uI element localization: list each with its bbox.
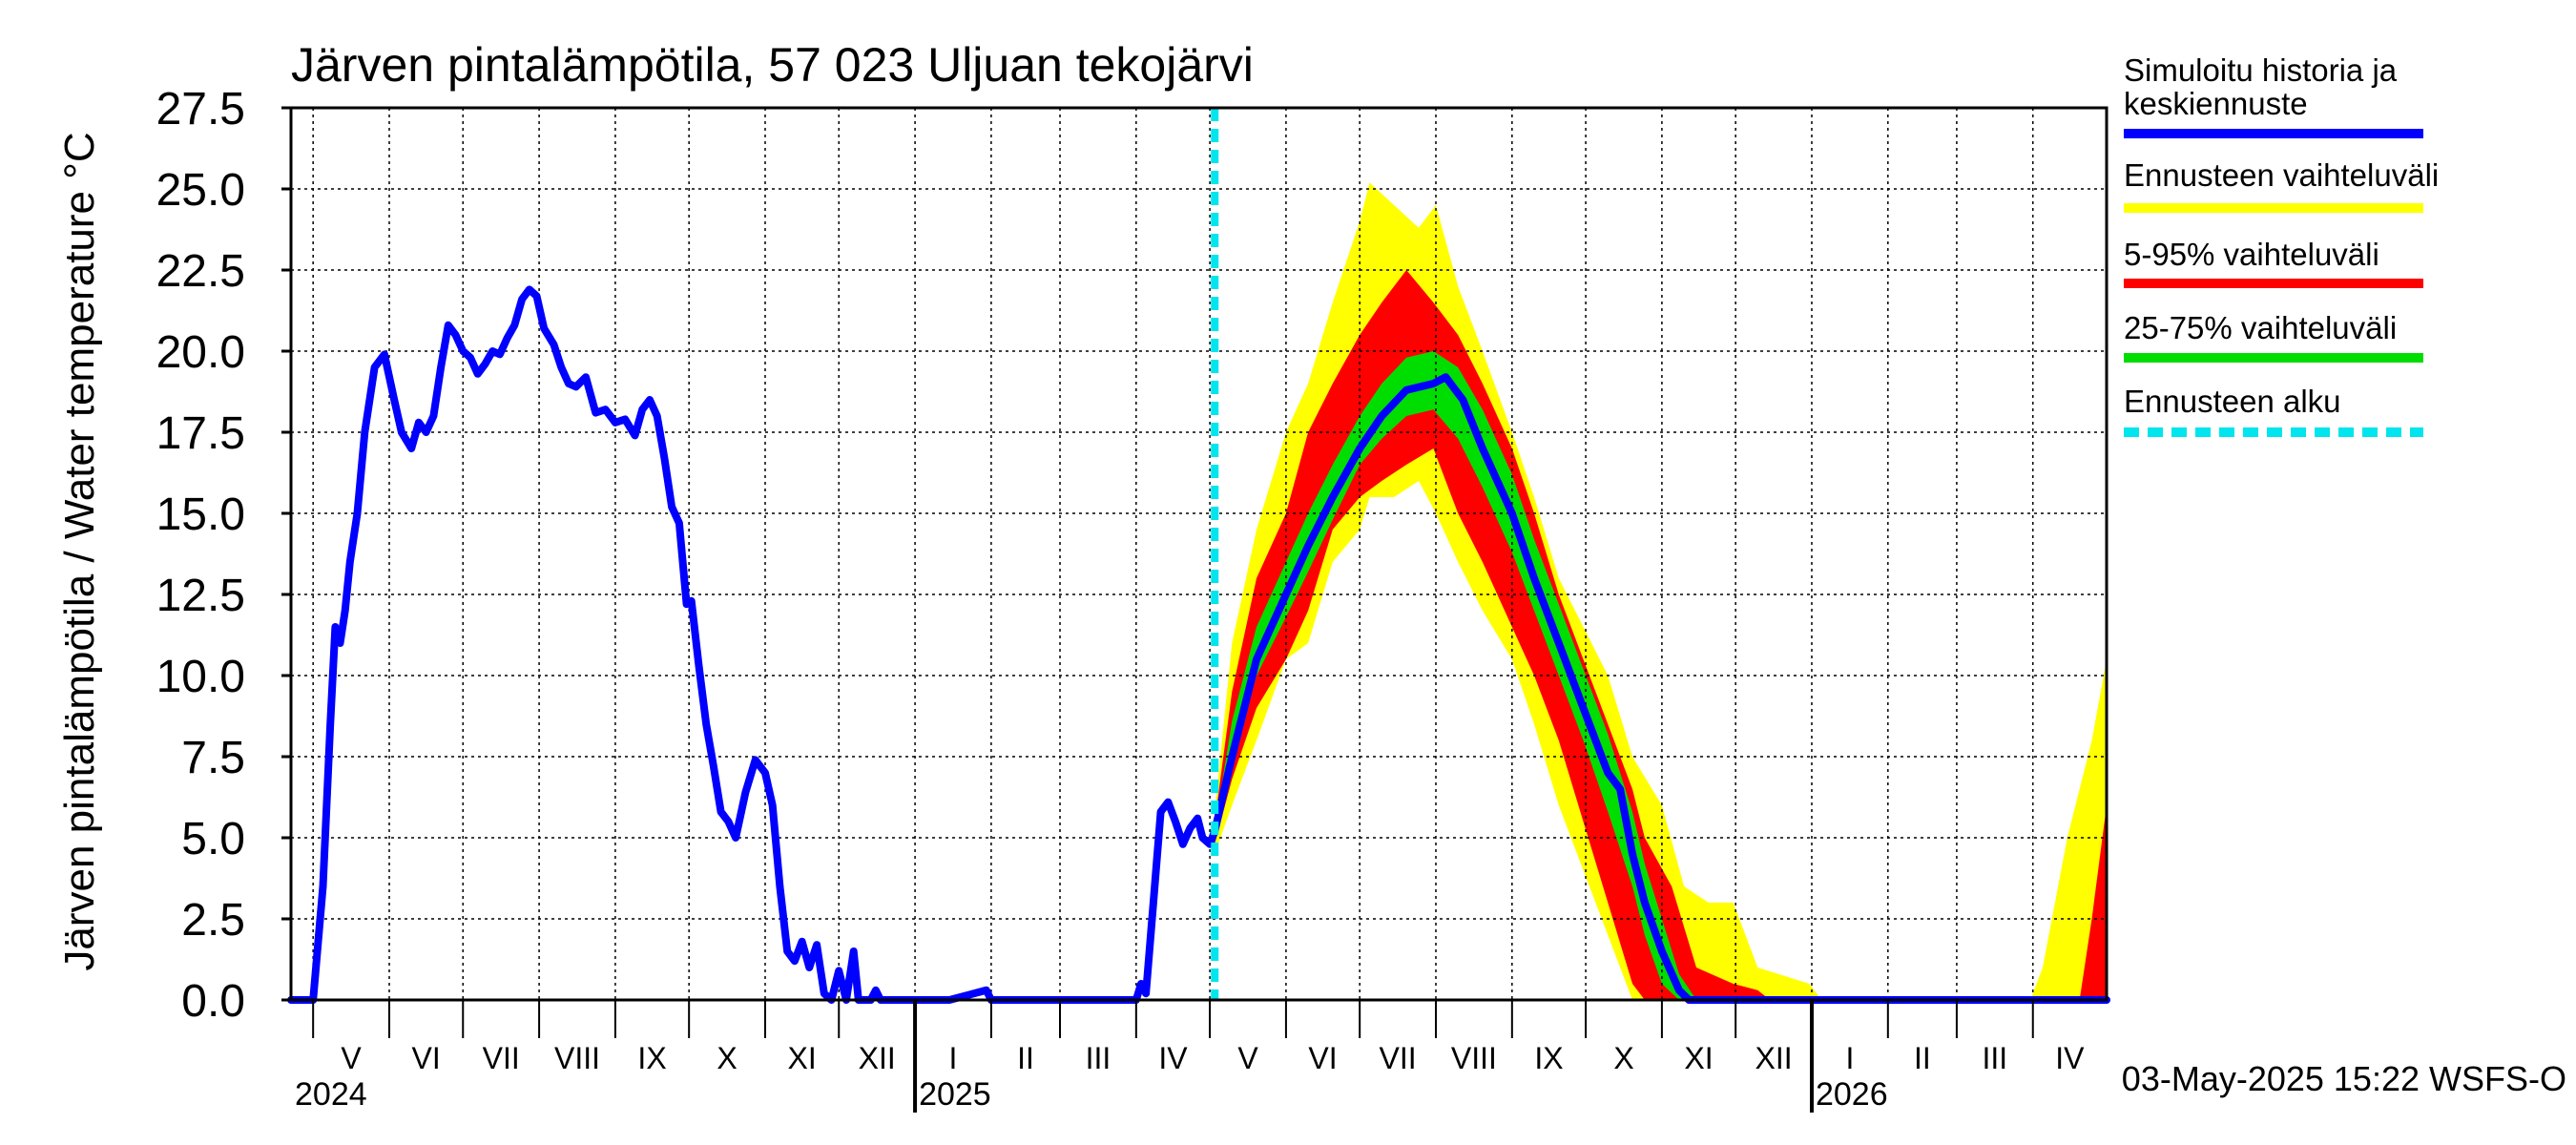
y-tick-label: 22.5 (156, 246, 245, 297)
month-label: IV (1158, 1041, 1188, 1075)
plot-frame (289, 106, 2109, 1002)
y-tick-label: 0.0 (181, 976, 245, 1027)
month-label: XI (1684, 1041, 1713, 1075)
year-label: 2025 (919, 1076, 991, 1113)
month-label: VII (483, 1041, 520, 1075)
month-label: IX (1534, 1041, 1563, 1075)
month-label: X (1613, 1041, 1633, 1075)
mean-series-line (287, 285, 2110, 1004)
legend-label-line: keskiennuste (2124, 86, 2308, 121)
y-axis-label: Järven pintalämpötila / Water temperatur… (56, 132, 103, 970)
y-tick-label: 27.5 (156, 84, 245, 135)
month-label: IX (637, 1041, 666, 1075)
month-label: VII (1380, 1041, 1417, 1075)
month-label: V (341, 1041, 362, 1075)
month-label: II (1914, 1041, 1931, 1075)
year-label: 2026 (1816, 1076, 1888, 1113)
y-tick-label: 5.0 (181, 814, 245, 864)
legend-label: Simuloitu historia ja keskiennuste (2124, 52, 2398, 121)
month-label: X (717, 1041, 737, 1075)
month-label: I (949, 1041, 958, 1075)
month-label: VIII (1451, 1041, 1497, 1075)
y-tick-label: 15.0 (156, 489, 245, 540)
series-line-mean (287, 285, 2110, 1004)
year-label: 2024 (295, 1076, 367, 1113)
legend-label-line: Simuloitu historia ja (2124, 52, 2398, 88)
y-tick-label: 25.0 (156, 165, 245, 216)
legend-label: 5-95% vaihteluväli (2124, 237, 2379, 272)
y-axis-ticks: 0.0 2.5 5.0 7.5 10.0 12.5 15.0 17.5 20.0 22.5 25.0… (156, 84, 291, 1027)
month-label: IV (2055, 1041, 2085, 1075)
legend-label: 25-75% vaihteluväli (2124, 310, 2397, 345)
month-label: II (1017, 1041, 1034, 1075)
month-label: III (1982, 1041, 2007, 1075)
y-tick-label: 10.0 (156, 652, 245, 702)
grid-lines (291, 108, 2107, 1000)
y-tick-label: 17.5 (156, 408, 245, 459)
month-label: XI (788, 1041, 817, 1075)
month-label: XII (859, 1041, 896, 1075)
y-tick-label: 20.0 (156, 327, 245, 378)
band-p5-95 (1215, 270, 2107, 1000)
y-tick-label: 12.5 (156, 571, 245, 621)
y-tick-label: 2.5 (181, 895, 245, 946)
month-label: VIII (554, 1041, 600, 1075)
month-label: I (1845, 1041, 1854, 1075)
chart-title: Järven pintalämpötila, 57 023 Uljuan tek… (291, 38, 1254, 92)
month-label: III (1086, 1041, 1111, 1075)
legend-label: Ennusteen alku (2124, 384, 2341, 419)
y-tick-label: 7.5 (181, 733, 245, 783)
footer-timestamp: 03-May-2025 15:22 WSFS-O (2122, 1059, 2566, 1098)
month-label: V (1237, 1041, 1258, 1075)
forecast-bands (1215, 182, 2107, 1000)
month-label: VI (412, 1041, 441, 1075)
legend: Simuloitu historia ja keskiennuste Ennuste… (2124, 52, 2439, 437)
legend-label: Ennusteen vaihteluväli (2124, 157, 2439, 193)
x-axis-time: V VI VII VIII IX X XI XII I II III IV V VI VII VIII IX X X… (295, 1000, 2085, 1113)
month-label: XII (1755, 1041, 1793, 1075)
month-label: VI (1308, 1041, 1337, 1075)
